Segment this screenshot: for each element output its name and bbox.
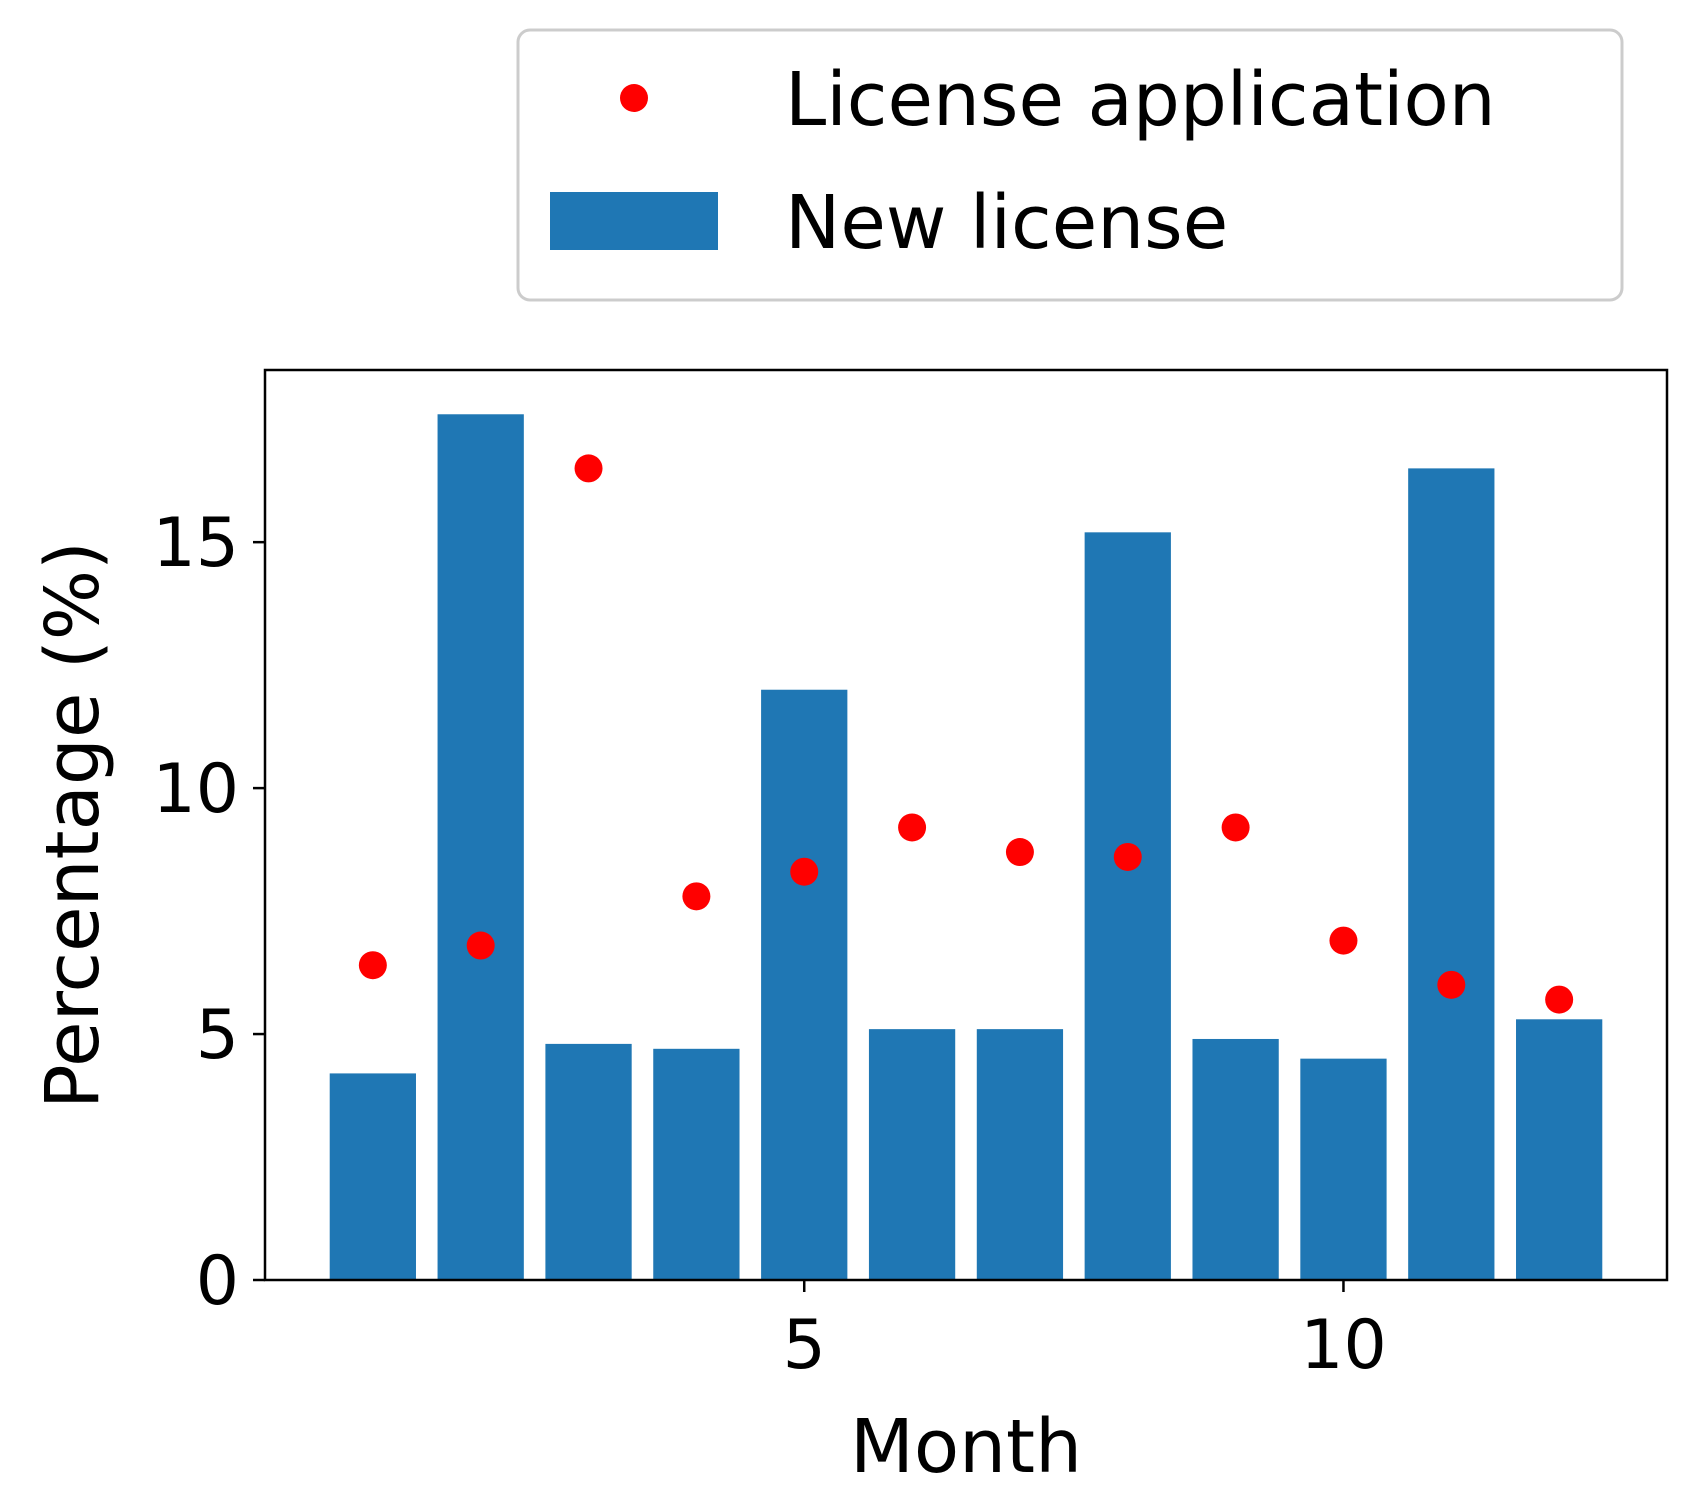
bar-new-license-4 [653,1048,740,1280]
bar-new-license-9 [1192,1038,1279,1280]
point-license-application-9 [1221,813,1250,842]
point-license-application-1 [358,951,387,980]
legend-label-license-application: License application [785,57,1496,143]
legend-marker-license-application [620,84,648,112]
point-license-application-4 [682,882,711,911]
bar-series [329,414,1603,1280]
bar-new-license-11 [1408,468,1495,1280]
y-tick-label: 0 [196,1242,239,1321]
y-axis-label: Percentage (%) [30,541,116,1109]
y-axis: 0 5 10 15 [152,504,265,1321]
x-tick-label: 10 [1300,1306,1387,1385]
y-tick-label: 5 [196,996,239,1075]
bar-new-license-3 [545,1043,632,1280]
bar-new-license-10 [1300,1058,1387,1280]
legend-frame [516,28,1624,302]
point-license-application-7 [1005,838,1034,867]
point-license-application-11 [1437,970,1466,999]
bar-new-license-2 [437,414,524,1280]
y-tick-label: 15 [152,504,239,583]
scatter-series [358,454,1574,1014]
legend: License application New license [516,28,1624,302]
point-license-application-6 [898,813,927,842]
x-axis: 5 10 [783,1280,1387,1385]
bar-new-license-12 [1516,1019,1603,1280]
bar-new-license-8 [1084,532,1171,1280]
point-license-application-5 [790,857,819,886]
x-tick-label: 5 [783,1306,826,1385]
bar-new-license-7 [976,1029,1064,1280]
point-license-application-8 [1113,842,1142,871]
bar-new-license-5 [761,689,848,1280]
plot-frame [263,368,1669,1282]
y-tick-label: 10 [152,750,239,829]
legend-label-new-license: New license [785,180,1228,266]
point-license-application-12 [1545,985,1574,1014]
point-license-application-10 [1329,926,1358,955]
x-axis-label: Month [850,1404,1082,1490]
point-license-application-2 [466,931,495,960]
legend-marker-new-license [550,192,718,250]
bar-new-license-1 [329,1073,416,1280]
bar-new-license-6 [868,1029,956,1280]
point-license-application-3 [574,454,603,483]
